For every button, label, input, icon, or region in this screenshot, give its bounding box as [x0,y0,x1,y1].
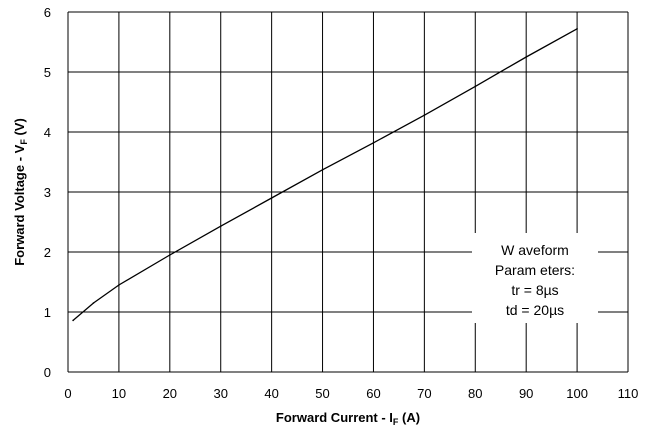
x-tick-label: 30 [213,386,227,401]
x-tick-label: 60 [366,386,380,401]
y-axis-title: Forward Voltage - VF (V) [12,118,29,266]
y-tick-label: 1 [44,305,51,320]
series-line [72,28,578,321]
annotation-line: td = 20µs [506,302,564,318]
data-point [321,169,324,171]
data-point [72,319,74,322]
data-point [372,142,375,144]
data-point [118,284,120,286]
x-axis-title: Forward Current - IF (A) [276,410,420,427]
series-layer [72,28,578,322]
y-tick-label: 3 [44,185,51,200]
x-tick-label: 0 [64,386,71,401]
y-tick-label: 4 [44,125,51,140]
data-point [474,85,477,88]
data-point [576,28,578,30]
y-tick-label: 6 [44,5,51,20]
y-tick-label: 2 [44,245,51,260]
y-tick-label: 0 [44,365,51,380]
x-tick-label: 80 [468,386,482,401]
x-tick-label: 50 [315,386,329,401]
x-tick-label: 100 [566,386,588,401]
data-point [270,197,273,199]
x-tick-label: 10 [112,386,126,401]
data-point [423,114,426,116]
data-point [169,254,171,256]
x-tick-label: 90 [519,386,533,401]
x-tick-label: 110 [618,386,639,401]
x-tick-label: 40 [264,386,278,401]
data-point [525,56,527,58]
data-point [92,302,95,304]
annotation-line: tr = 8µs [511,282,558,298]
y-tick-label: 5 [44,65,51,80]
annotation-background [472,233,598,323]
annotation-line: Param eters: [495,262,575,278]
data-point [219,225,222,227]
waveform-parameters-box: W aveform Param eters: tr = 8µs td = 20µs [472,233,598,323]
tick-labels: 0 10 20 30 40 50 60 70 80 90 100 110 0 1 2 3 4 5 6 [44,5,639,401]
annotation-line: W aveform [501,242,569,258]
x-tick-label: 20 [163,386,177,401]
x-tick-label: 70 [417,386,431,401]
